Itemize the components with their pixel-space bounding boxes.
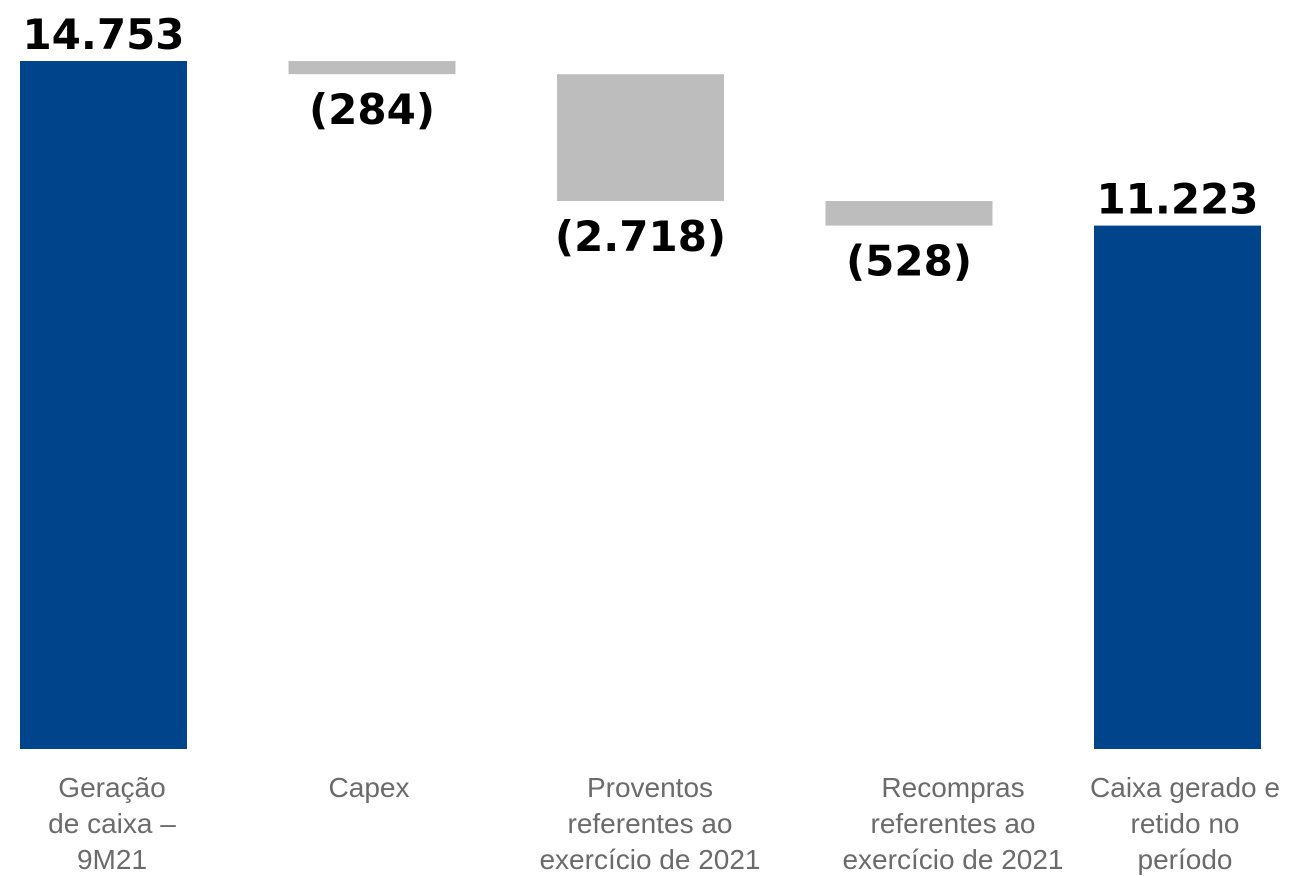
- category-label: Proventos referentes ao exercício de 2021: [539, 772, 760, 875]
- data-label: (2.718): [555, 212, 726, 261]
- decrease-bar: [557, 74, 724, 201]
- category-label: Capex: [329, 772, 410, 803]
- data-label: (284): [309, 85, 435, 134]
- data-label: (528): [846, 237, 972, 286]
- decrease-bar: [288, 61, 456, 75]
- category-label: Geração de caixa –9M21: [48, 772, 176, 875]
- total-bar: [20, 61, 187, 749]
- data-label: 14.753: [22, 10, 184, 59]
- decrease-bar: [825, 201, 993, 226]
- category-label: Recompras referentes ao exercício de 2021: [842, 772, 1063, 875]
- data-label: 11.223: [1096, 175, 1258, 224]
- total-bar: [1094, 225, 1261, 750]
- category-label: Caixa gerado e retido no período: [1090, 772, 1280, 875]
